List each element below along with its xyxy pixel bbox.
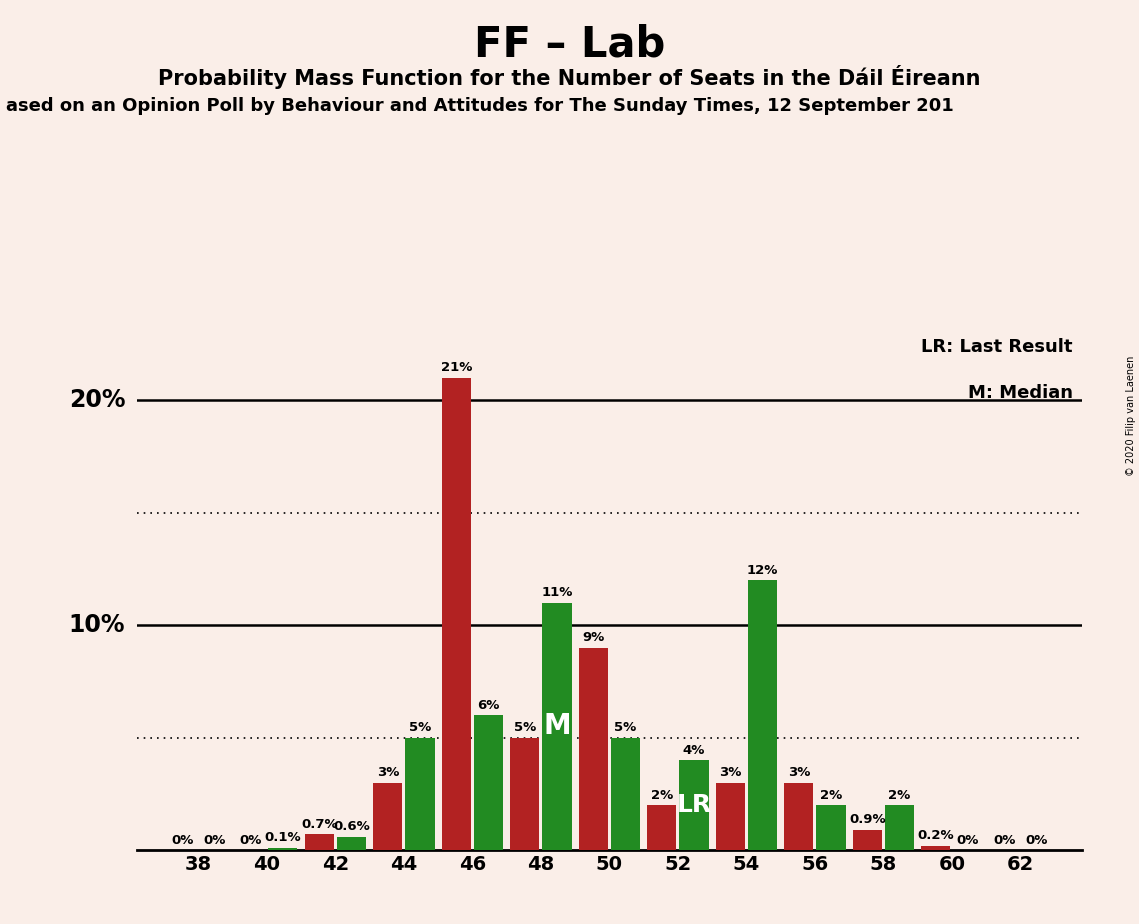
Bar [853, 830, 882, 850]
Text: 11%: 11% [541, 586, 573, 600]
Text: Probability Mass Function for the Number of Seats in the Dáil Éireann: Probability Mass Function for the Number… [158, 65, 981, 89]
Text: 5%: 5% [614, 722, 637, 735]
Bar [817, 805, 845, 850]
Text: 0.6%: 0.6% [333, 821, 370, 833]
Bar [715, 783, 745, 850]
Text: 0%: 0% [239, 833, 262, 846]
Text: M: M [543, 712, 571, 740]
Text: M: Median: M: Median [968, 384, 1073, 402]
Text: 0%: 0% [957, 833, 980, 846]
Text: 21%: 21% [441, 361, 472, 374]
Bar [510, 737, 540, 850]
Bar [269, 848, 297, 850]
Bar [337, 836, 366, 850]
Bar [542, 602, 572, 850]
Text: 0%: 0% [1025, 833, 1048, 846]
Text: 5%: 5% [514, 722, 535, 735]
Bar [474, 715, 503, 850]
Text: 0%: 0% [171, 833, 194, 846]
Bar [611, 737, 640, 850]
Bar [405, 737, 434, 850]
Text: 4%: 4% [682, 744, 705, 757]
Text: 0%: 0% [203, 833, 226, 846]
Bar [442, 378, 470, 850]
Text: 5%: 5% [409, 722, 431, 735]
Bar [647, 805, 677, 850]
Bar [785, 783, 813, 850]
Bar [579, 648, 608, 850]
Bar [374, 783, 402, 850]
Bar [748, 580, 777, 850]
Text: 2%: 2% [650, 789, 673, 802]
Text: ased on an Opinion Poll by Behaviour and Attitudes for The Sunday Times, 12 Sept: ased on an Opinion Poll by Behaviour and… [6, 97, 953, 115]
Text: 9%: 9% [582, 631, 605, 644]
Text: 10%: 10% [68, 614, 125, 638]
Text: 3%: 3% [719, 766, 741, 779]
Text: LR: Last Result: LR: Last Result [921, 338, 1073, 356]
Text: 6%: 6% [477, 699, 500, 711]
Text: 20%: 20% [68, 388, 125, 412]
Text: 2%: 2% [820, 789, 842, 802]
Text: 0%: 0% [993, 833, 1016, 846]
Text: FF – Lab: FF – Lab [474, 23, 665, 65]
Bar [921, 845, 950, 850]
Text: 0.2%: 0.2% [918, 829, 954, 842]
Bar [679, 760, 708, 850]
Text: 0.1%: 0.1% [264, 832, 301, 845]
Bar [885, 805, 913, 850]
Text: 3%: 3% [787, 766, 810, 779]
Text: 0.7%: 0.7% [301, 818, 337, 831]
Text: 12%: 12% [747, 564, 778, 577]
Text: 3%: 3% [377, 766, 399, 779]
Bar [305, 834, 334, 850]
Text: 0.9%: 0.9% [849, 813, 886, 826]
Text: LR: LR [677, 793, 712, 817]
Text: © 2020 Filip van Laenen: © 2020 Filip van Laenen [1126, 356, 1136, 476]
Text: 2%: 2% [888, 789, 910, 802]
